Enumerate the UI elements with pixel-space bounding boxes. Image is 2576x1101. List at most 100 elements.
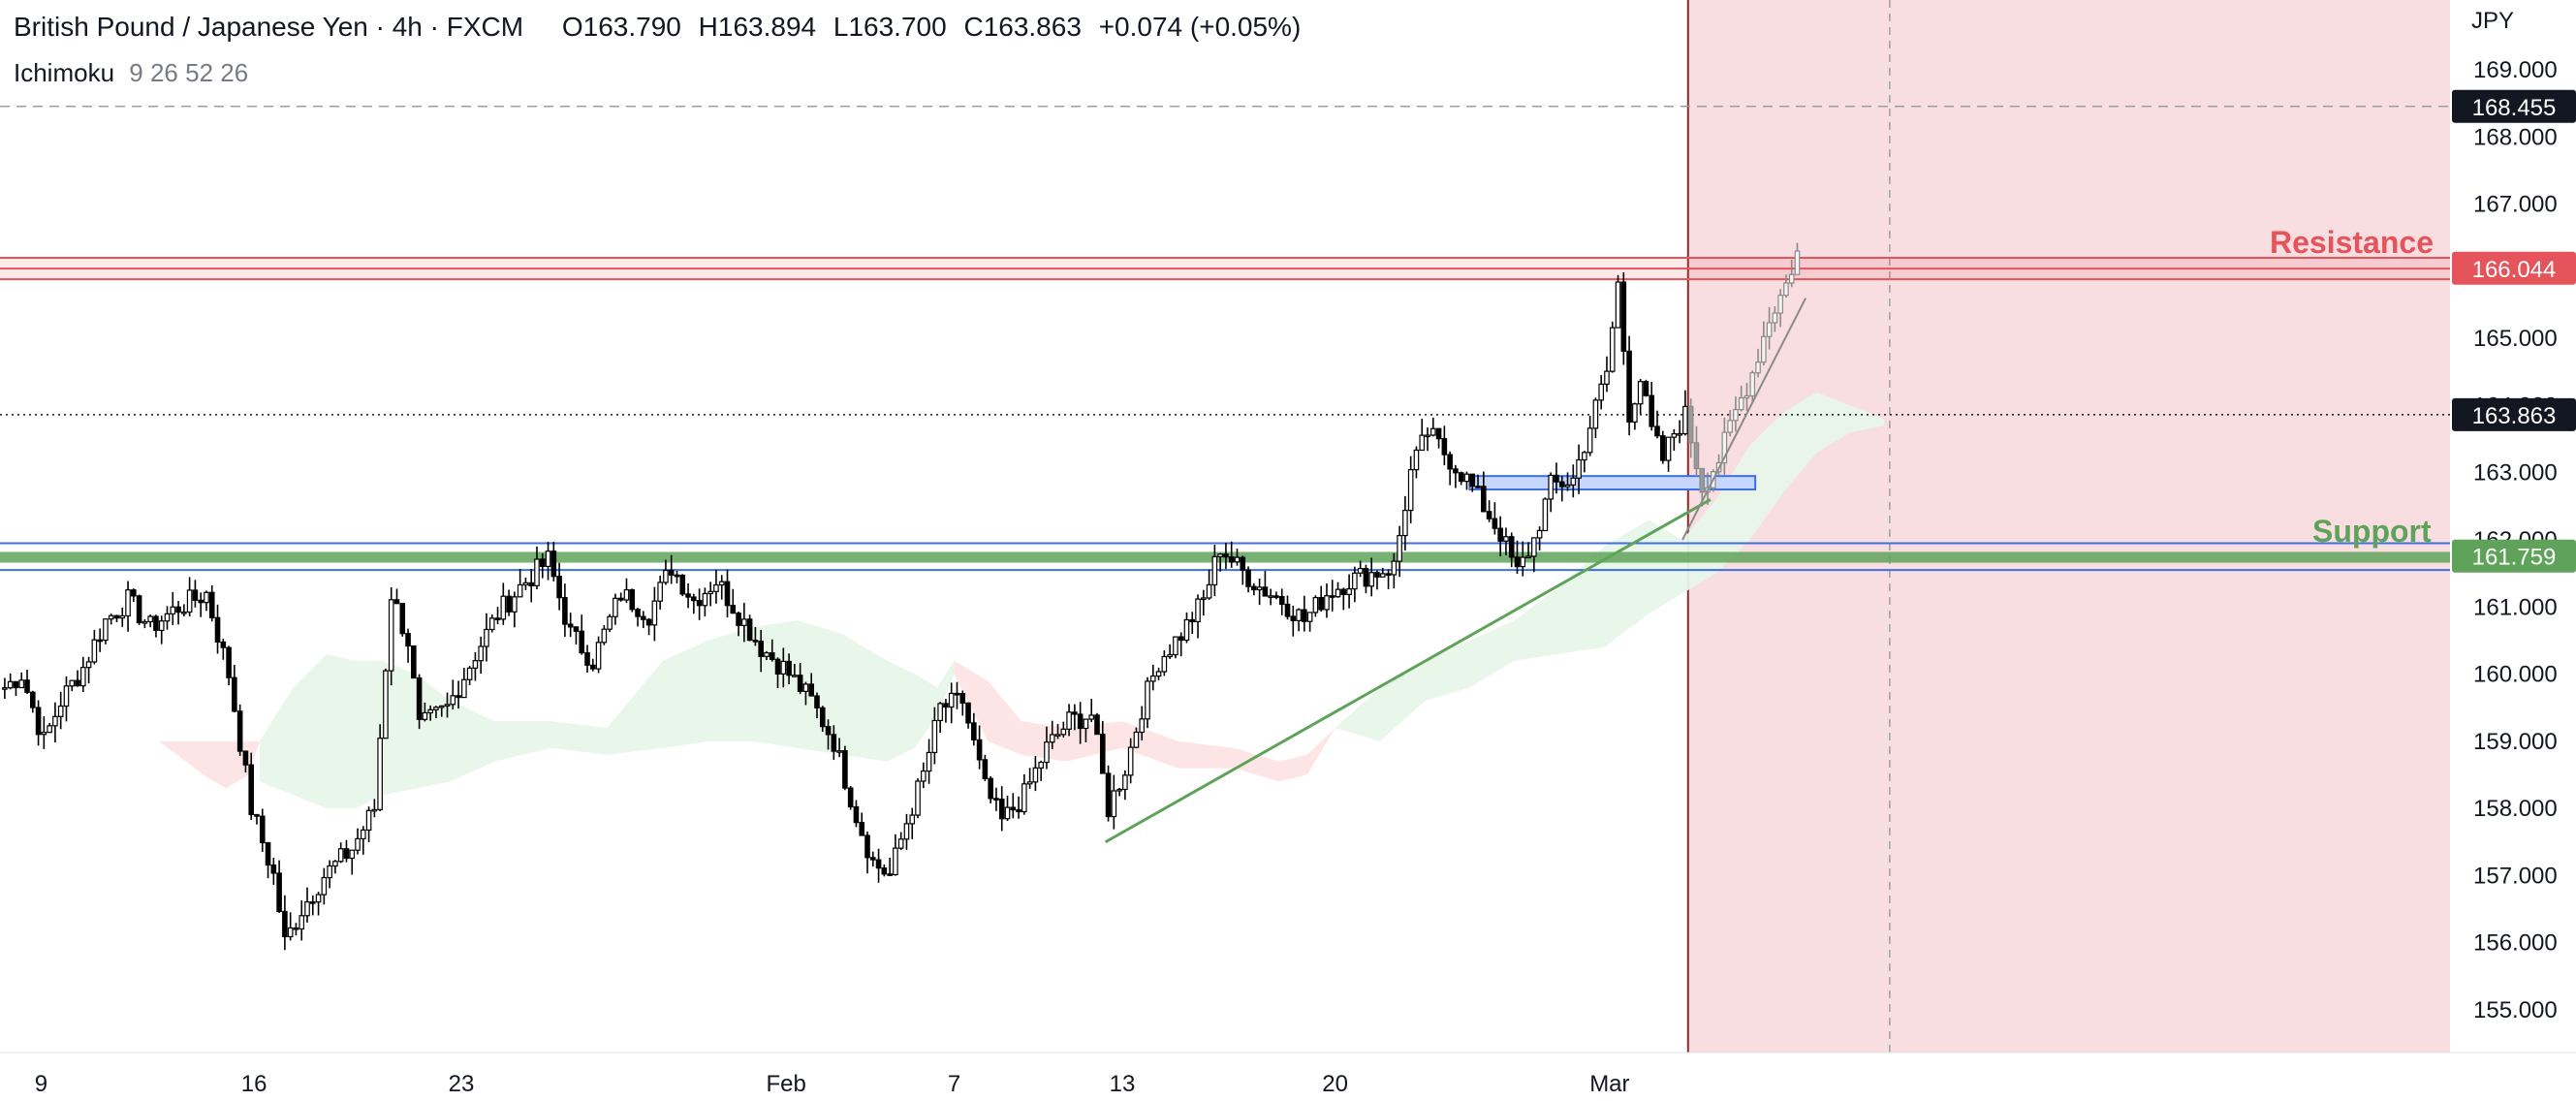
candle-body xyxy=(573,626,580,632)
candle-body xyxy=(1481,486,1487,513)
candle-body xyxy=(1357,567,1364,574)
candle-body xyxy=(337,848,344,863)
price-badges: 168.455 166.044 163.863 161.759 xyxy=(2452,89,2576,573)
candle-body xyxy=(399,603,406,635)
candle-body xyxy=(282,910,288,938)
y-tick-label: 157.000 xyxy=(2473,863,2558,889)
candle-body xyxy=(170,606,176,614)
candle-body xyxy=(1419,434,1426,452)
candle-body xyxy=(988,777,993,800)
candle-body xyxy=(780,660,787,675)
dashed-target-badge xyxy=(2452,89,2576,123)
forecast-zone-fill xyxy=(1687,0,2450,1053)
candle-body xyxy=(517,583,523,598)
candle-body xyxy=(836,750,842,753)
candle-body xyxy=(433,707,439,710)
candle-body xyxy=(1105,772,1112,818)
candle-body xyxy=(1111,790,1117,818)
candle-body xyxy=(1447,454,1453,470)
candle-body xyxy=(1290,615,1297,622)
candle-body xyxy=(1772,312,1778,324)
candle-body xyxy=(1178,636,1184,642)
candle-body xyxy=(1626,350,1632,423)
candle-body xyxy=(422,711,428,720)
candle-body xyxy=(1083,718,1089,730)
candle-body xyxy=(293,927,299,930)
candle-body xyxy=(1497,527,1503,542)
candle-body xyxy=(1402,509,1408,537)
candle-body xyxy=(47,725,52,734)
candle-body xyxy=(242,750,249,766)
candle-body xyxy=(859,822,865,836)
candle-body xyxy=(1632,403,1638,423)
candle-body xyxy=(1486,511,1492,519)
candle-body xyxy=(85,661,92,669)
candle-body xyxy=(119,614,126,619)
last-price-badge xyxy=(2452,397,2576,431)
candle-body xyxy=(1453,468,1459,474)
candle-body xyxy=(1425,434,1430,438)
resistance-label[interactable]: Resistance xyxy=(2270,225,2434,260)
candle-body xyxy=(24,679,30,693)
candle-body xyxy=(1145,680,1150,720)
candle-body xyxy=(1346,588,1352,595)
indicator-legend[interactable]: Ichimoku 9 26 52 26 xyxy=(14,58,248,88)
candle-body xyxy=(1066,711,1072,730)
candle-body xyxy=(478,645,484,662)
candle-body xyxy=(1173,636,1178,656)
trendline[interactable] xyxy=(1104,298,1807,844)
candle-body xyxy=(1278,596,1285,606)
candle-body xyxy=(332,861,338,867)
candle-body xyxy=(982,759,989,779)
y-tick-label: 155.000 xyxy=(2473,997,2558,1023)
candle-body xyxy=(411,645,417,679)
candle-body xyxy=(752,639,759,643)
ohlc-readout: O163.790 H163.894 L163.700 C163.863 +0.0… xyxy=(552,12,1301,42)
candle-body xyxy=(847,787,854,808)
candle-body xyxy=(1475,486,1481,488)
candle-body xyxy=(831,734,837,752)
x-tick-label: 23 xyxy=(449,1071,475,1097)
cloud-segment-bull xyxy=(259,620,955,809)
candle-body xyxy=(971,722,977,741)
candle-body xyxy=(506,595,512,613)
candle-body xyxy=(1554,474,1559,483)
candle-body xyxy=(674,574,680,578)
candle-body xyxy=(349,849,356,860)
low-value: 163.700 xyxy=(848,12,947,42)
candle-body xyxy=(645,618,652,626)
candle-body xyxy=(472,660,479,669)
candle-body xyxy=(136,595,142,624)
candle-body xyxy=(1620,281,1627,352)
candle-body xyxy=(13,680,19,689)
candle-body xyxy=(764,651,770,657)
candle-body xyxy=(131,589,137,597)
cloud-segment-bear xyxy=(954,660,1335,782)
candle-body xyxy=(1201,597,1207,601)
candle-body xyxy=(1251,585,1257,591)
candle-body xyxy=(1335,588,1341,598)
candle-body xyxy=(1570,477,1577,486)
candle-body xyxy=(668,569,675,576)
candle-body xyxy=(444,704,451,707)
candle-body xyxy=(1049,734,1055,743)
x-tick-label: 9 xyxy=(35,1071,47,1097)
candle-body xyxy=(484,628,489,647)
support-label[interactable]: Support xyxy=(2312,514,2432,549)
candle-body xyxy=(1615,281,1621,329)
candle-body xyxy=(500,595,507,620)
candle-body xyxy=(589,664,596,670)
candle-body xyxy=(164,613,171,622)
time-axis[interactable]: 9 16 23 Feb 7 13 20 Mar xyxy=(0,1052,2576,1097)
candle-body xyxy=(931,719,938,754)
candle-body xyxy=(769,651,775,660)
candle-body xyxy=(52,715,58,727)
candle-body xyxy=(1794,250,1801,275)
candle-body xyxy=(943,703,949,708)
candle-body xyxy=(1609,327,1616,372)
candle-body xyxy=(236,710,243,752)
symbol-title[interactable]: British Pound / Japanese Yen · 4h · FXCM xyxy=(14,12,524,42)
candle-body xyxy=(361,829,366,840)
candle-body xyxy=(1582,452,1587,461)
